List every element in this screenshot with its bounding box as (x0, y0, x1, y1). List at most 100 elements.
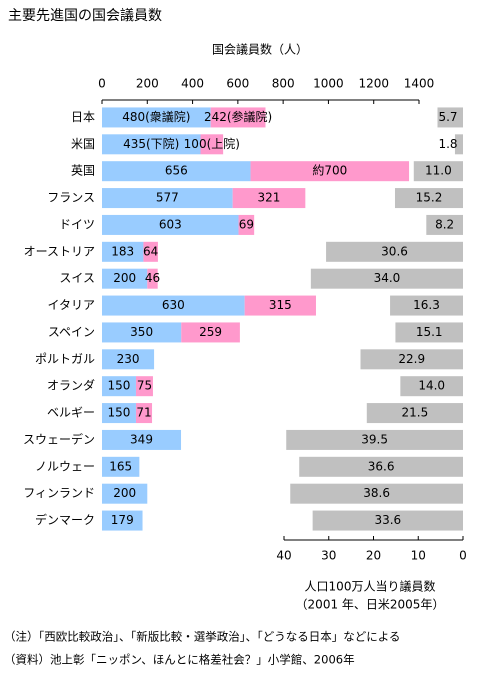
bar (102, 107, 211, 128)
bar-label: 約700 (312, 163, 347, 178)
y-tick-label: ドイツ (59, 217, 95, 231)
bar (102, 403, 136, 424)
bar (102, 349, 155, 370)
bar (210, 107, 266, 128)
x-tick-label: 200 (136, 77, 159, 91)
x-tick-label: 1400 (404, 77, 435, 91)
bar (366, 403, 463, 424)
bar (310, 268, 463, 289)
x2-axis-title: （2001 年、日米2005年） (296, 598, 445, 612)
x2-tick-label: 0 (459, 549, 467, 563)
bar-label: 577 (156, 191, 179, 205)
y-tick-label: スウェーデン (23, 431, 95, 446)
y-tick-label: フィンランド (23, 486, 95, 500)
bar-label: 480(衆議院) (122, 110, 190, 124)
x2-tick-label: 10 (411, 549, 426, 563)
bar-label: 349 (130, 432, 153, 446)
bar-label: 230 (117, 352, 140, 366)
bar (394, 188, 463, 209)
bar-label: 5.7 (438, 110, 457, 124)
x2-tick-label: 40 (276, 549, 291, 563)
bar-label: 11.0 (425, 164, 452, 178)
x-tick-label: 1000 (313, 77, 344, 91)
y-tick-label: デンマーク (35, 512, 95, 527)
bar (143, 241, 158, 262)
y-tick-label: ポルトガル (35, 352, 95, 366)
bar (360, 349, 463, 370)
y-tick-label: オランダ (47, 378, 95, 393)
bar (400, 376, 463, 397)
bar-label: 64 (143, 244, 158, 258)
bar (102, 241, 144, 262)
bar-label: 200 (113, 486, 136, 500)
bar-label: 36.6 (368, 459, 395, 473)
bar-label: 22.9 (398, 352, 425, 366)
bar (102, 295, 245, 316)
bar-label: 34.0 (374, 271, 401, 285)
bar (135, 403, 153, 424)
bar (102, 268, 148, 289)
bar-label: 259 (199, 325, 222, 339)
bar-label: 69 (239, 217, 254, 231)
bar-label: 321 (258, 191, 281, 205)
x2-axis-title: 人口100万人当り議員数 (305, 579, 436, 594)
bar-label: 30.6 (381, 244, 408, 258)
y-tick-label: 英国 (71, 164, 95, 178)
y-tick-label: ノルウェー (35, 459, 95, 473)
bar (437, 107, 463, 128)
bar (244, 295, 316, 316)
bar (232, 188, 306, 209)
bar-label: 15.2 (416, 191, 443, 205)
x2-tick-label: 30 (321, 549, 336, 563)
bar-label: 242(参議院) (204, 109, 272, 124)
bar (102, 510, 143, 531)
x-tick-label: 800 (272, 77, 295, 91)
bar (135, 376, 153, 397)
bar (286, 429, 463, 450)
bar-label: 1.8 (438, 137, 457, 151)
bar-label: 200 (113, 271, 136, 285)
bar (102, 322, 182, 343)
y-tick-label: 日本 (71, 110, 95, 124)
bar-label: 75 (137, 379, 152, 393)
x2-tick-label: 20 (366, 549, 381, 563)
bar-label: 150 (108, 406, 131, 420)
bar-label: 150 (108, 379, 131, 393)
bar (102, 483, 148, 504)
bar (181, 322, 240, 343)
bar (312, 510, 463, 531)
bar-label: 100(上院) (184, 137, 240, 151)
bar-label: 38.6 (363, 486, 390, 500)
bar (102, 134, 201, 155)
bar (238, 214, 255, 235)
bar (454, 134, 463, 155)
bar (200, 134, 224, 155)
bar (102, 429, 182, 450)
bar (102, 376, 136, 397)
bar-label: 603 (159, 217, 182, 231)
note: （資料）池上彰「ニッポン、ほんとに格差社会？」小学館、2006年 (4, 653, 355, 667)
y-tick-label: イタリア (47, 298, 95, 312)
bar (102, 188, 233, 209)
chart-title: 主要先進国の国会議員数 (8, 7, 162, 24)
y-tick-label: オーストリア (24, 244, 95, 258)
bar-label: 656 (165, 164, 188, 178)
bar (102, 456, 140, 477)
bar-label: 39.5 (361, 432, 388, 446)
bar-label: 165 (109, 459, 132, 473)
bar (250, 161, 410, 182)
bar-label: 71 (136, 406, 151, 420)
bar-label: 16.3 (413, 298, 440, 312)
bar (102, 214, 239, 235)
bar-label: 46 (145, 271, 160, 285)
x-axis-title: 国会議員数（人） (212, 42, 308, 57)
bar-label: 15.1 (416, 325, 443, 339)
bar-label: 315 (269, 298, 292, 312)
bar (326, 241, 463, 262)
bar-label: 8.2 (435, 217, 454, 231)
bar (413, 161, 463, 182)
x-tick-label: 400 (181, 77, 204, 91)
bar-label: 21.5 (402, 406, 429, 420)
bar (299, 456, 463, 477)
